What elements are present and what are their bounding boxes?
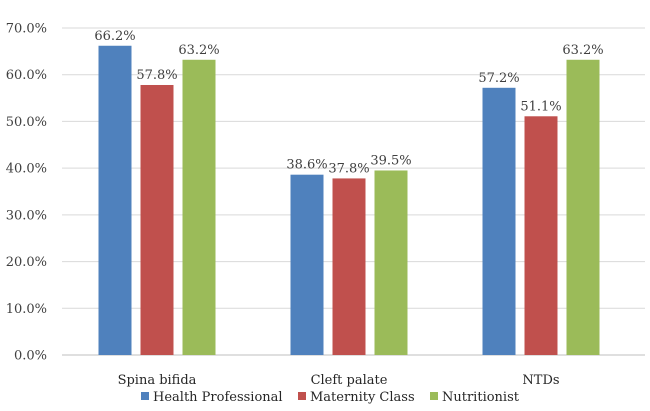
- category-label: Spina bifida: [118, 373, 197, 388]
- category-label: NTDs: [522, 373, 559, 388]
- y-tick-label: 50.0%: [6, 115, 47, 130]
- y-tick-label: 10.0%: [6, 302, 47, 317]
- bar: [524, 116, 558, 355]
- legend-swatch: [298, 392, 306, 400]
- x-axis-category-labels: Spina bifida Cleft palate NTDs: [118, 373, 560, 388]
- bar: [290, 174, 324, 355]
- category-label: Cleft palate: [311, 373, 388, 388]
- y-tick-label: 20.0%: [6, 255, 47, 270]
- bars: [98, 45, 600, 356]
- bar: [182, 59, 216, 355]
- legend: Health Professional Maternity Class Nutrit…: [141, 390, 520, 405]
- data-label: 51.1%: [520, 99, 561, 114]
- data-label: 38.6%: [286, 158, 327, 173]
- y-tick-label: 0.0%: [14, 349, 47, 364]
- data-label: 63.2%: [562, 43, 603, 58]
- bar: [566, 59, 600, 355]
- data-label: 37.8%: [328, 161, 369, 176]
- data-label: 39.5%: [370, 153, 411, 168]
- legend-label: Maternity Class: [310, 390, 415, 405]
- data-labels: 66.2%57.8%63.2%38.6% 37.8%39.5%57.2%51.1%…: [94, 29, 603, 177]
- y-tick-label: 60.0%: [6, 68, 47, 83]
- data-label: 66.2%: [94, 29, 135, 44]
- y-tick-label: 70.0%: [6, 22, 47, 37]
- bar: [482, 87, 516, 356]
- legend-swatch: [430, 392, 438, 400]
- legend-swatch: [141, 392, 149, 400]
- y-axis-tick-labels: 0.0% 10.0% 20.0% 30.0% 40.0% 50.0% 60.0% 70.0%: [6, 22, 47, 364]
- y-tick-label: 30.0%: [6, 208, 47, 223]
- bar: [332, 178, 366, 355]
- data-label: 63.2%: [178, 43, 219, 58]
- data-label: 57.8%: [136, 68, 177, 83]
- bar: [98, 45, 132, 355]
- data-label: 57.2%: [478, 71, 519, 86]
- legend-label: Nutritionist: [442, 390, 520, 405]
- legend-label: Health Professional: [153, 390, 283, 405]
- bar: [374, 170, 408, 355]
- bar: [140, 84, 174, 356]
- y-tick-label: 40.0%: [6, 162, 47, 177]
